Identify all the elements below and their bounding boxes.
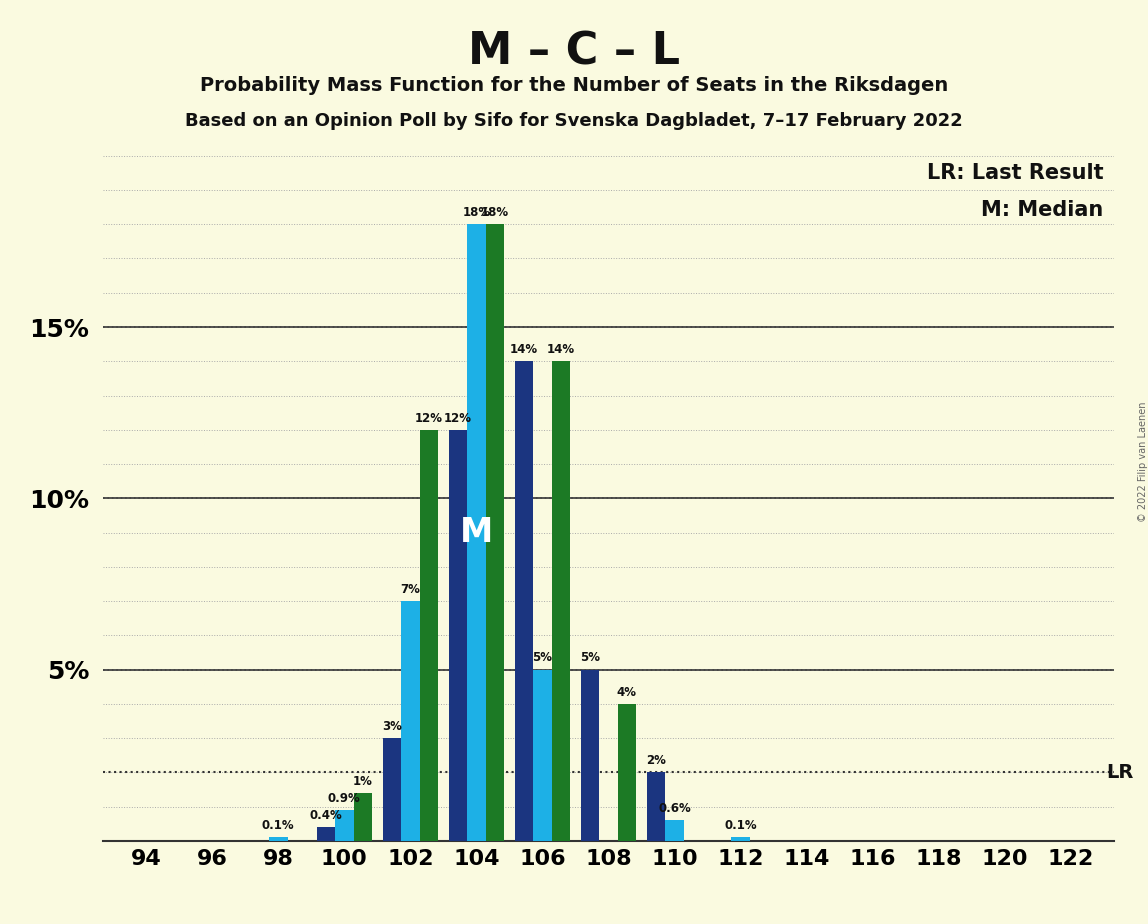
Text: 5%: 5% bbox=[580, 651, 600, 664]
Text: 2%: 2% bbox=[646, 754, 666, 767]
Text: 3%: 3% bbox=[382, 720, 402, 733]
Text: 14%: 14% bbox=[546, 343, 575, 356]
Bar bbox=[420, 430, 439, 841]
Bar bbox=[533, 670, 552, 841]
Text: Probability Mass Function for the Number of Seats in the Riksdagen: Probability Mass Function for the Number… bbox=[200, 76, 948, 95]
Text: 0.6%: 0.6% bbox=[658, 802, 691, 815]
Text: 7%: 7% bbox=[401, 583, 420, 596]
Bar bbox=[335, 810, 354, 841]
Bar bbox=[618, 704, 636, 841]
Text: 0.4%: 0.4% bbox=[310, 809, 342, 822]
Bar bbox=[646, 772, 665, 841]
Text: LR: LR bbox=[1107, 763, 1134, 782]
Bar bbox=[665, 821, 684, 841]
Text: 12%: 12% bbox=[414, 411, 443, 425]
Text: 12%: 12% bbox=[444, 411, 472, 425]
Text: M: Median: M: Median bbox=[982, 201, 1103, 221]
Bar bbox=[354, 793, 372, 841]
Text: 1%: 1% bbox=[352, 774, 373, 788]
Bar bbox=[382, 738, 401, 841]
Text: LR: Last Result: LR: Last Result bbox=[926, 164, 1103, 183]
Text: 18%: 18% bbox=[463, 206, 490, 219]
Bar bbox=[581, 670, 599, 841]
Text: M – C – L: M – C – L bbox=[468, 30, 680, 74]
Text: 0.1%: 0.1% bbox=[724, 820, 757, 833]
Bar bbox=[317, 827, 335, 841]
Bar bbox=[486, 225, 504, 841]
Text: 0.1%: 0.1% bbox=[262, 820, 295, 833]
Text: 18%: 18% bbox=[481, 206, 509, 219]
Bar bbox=[731, 837, 750, 841]
Text: 14%: 14% bbox=[510, 343, 538, 356]
Bar bbox=[514, 361, 533, 841]
Bar bbox=[467, 225, 486, 841]
Bar bbox=[449, 430, 467, 841]
Bar bbox=[401, 601, 420, 841]
Text: © 2022 Filip van Laenen: © 2022 Filip van Laenen bbox=[1139, 402, 1148, 522]
Bar bbox=[552, 361, 571, 841]
Text: 5%: 5% bbox=[533, 651, 552, 664]
Bar bbox=[269, 837, 287, 841]
Text: M: M bbox=[459, 516, 492, 549]
Text: Based on an Opinion Poll by Sifo for Svenska Dagbladet, 7–17 February 2022: Based on an Opinion Poll by Sifo for Sve… bbox=[185, 112, 963, 129]
Text: 4%: 4% bbox=[616, 686, 637, 699]
Text: 0.9%: 0.9% bbox=[328, 792, 360, 805]
